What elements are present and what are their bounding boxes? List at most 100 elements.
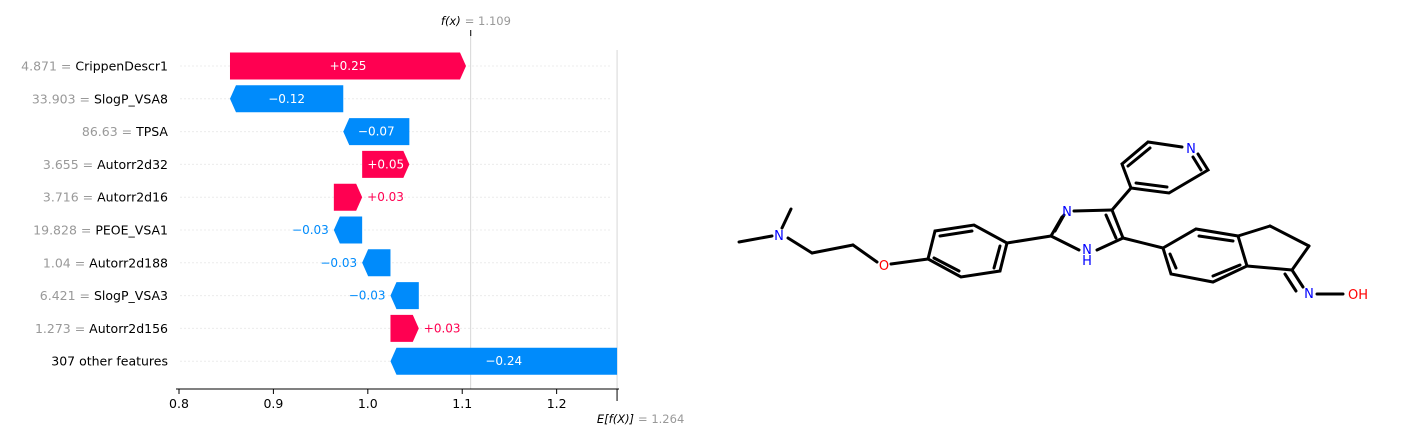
feature-name: TPSA: [135, 124, 168, 139]
contribution-label: +0.25: [330, 59, 367, 73]
feature-label: 4.871 = CrippenDescr1: [21, 59, 168, 74]
x-tick-label: 0.8: [169, 396, 189, 411]
negative-contribution-bar: [333, 216, 363, 244]
pyridine-ring: [1120, 140, 1211, 195]
bond: [737, 234, 774, 244]
fx-value: = 1.109: [465, 14, 511, 28]
bond: [1290, 268, 1305, 289]
shap-waterfall-chart: +0.25 −0.12 −0.07 +0.05 +0.03 −0.03 −0.03 −0.03…: [21, 14, 684, 426]
contribution-label: +0.05: [367, 157, 404, 171]
feature-name: Autorr2d156: [89, 321, 168, 336]
feature-label: 6.421 = SlogP_VSA3: [40, 288, 168, 303]
feature-name: SlogP_VSA8: [94, 91, 168, 106]
x-tick-label: 1.0: [358, 396, 378, 411]
positive-contribution-bar: [229, 52, 467, 80]
feature-label: 19.828 = PEOE_VSA1: [33, 223, 168, 238]
expected-label: E[f(X)]: [597, 412, 634, 426]
bond: [1053, 213, 1066, 233]
negative-contribution-bar: [343, 118, 410, 146]
negative-contribution-bar: [390, 282, 419, 310]
feature-label: 1.273 = Autorr2d156: [35, 321, 168, 336]
feature-value: 1.04 =: [43, 255, 89, 270]
feature-name: 307 other features: [51, 354, 168, 369]
feature-value: 86.63 =: [82, 124, 136, 139]
atom-label: OH: [1348, 288, 1368, 303]
bond: [1197, 234, 1235, 243]
negative-contribution-bar: [390, 347, 618, 375]
atom-label: N: [1062, 205, 1072, 220]
atom-label: N: [1082, 243, 1092, 258]
bond: [1049, 234, 1081, 252]
contribution-label: −0.24: [485, 354, 522, 368]
feature-labels: 4.871 = CrippenDescr1 33.903 = SlogP_VSA8…: [21, 59, 168, 369]
contribution-label: −0.12: [268, 92, 305, 106]
bond: [1134, 181, 1169, 189]
feature-value: 4.871 =: [21, 59, 75, 74]
fx-label: f(x): [441, 14, 461, 28]
feature-value: 19.828 =: [33, 223, 95, 238]
feature-name: Autorr2d16: [97, 190, 168, 205]
atom-label: N: [774, 229, 784, 244]
molecule-structure: N O N N H N N OH: [737, 140, 1368, 303]
bond: [1211, 263, 1242, 278]
bond: [810, 243, 855, 255]
expected-annotation: E[f(X)] = 1.264: [597, 389, 684, 426]
feature-label: 86.63 = TPSA: [82, 124, 169, 139]
bond: [786, 236, 814, 255]
bond: [1072, 208, 1114, 213]
negative-contribution-bar: [362, 249, 391, 277]
bond: [1236, 224, 1272, 238]
bond: [992, 244, 1002, 270]
feature-value: 6.421 =: [40, 288, 94, 303]
x-tick-label: 1.2: [547, 396, 567, 411]
feature-value: 33.903 =: [32, 91, 94, 106]
feature-label: 307 other features: [51, 354, 168, 369]
bond: [1110, 208, 1125, 240]
bond: [851, 243, 879, 264]
feature-label: 33.903 = SlogP_VSA8: [32, 91, 168, 106]
contribution-label: −0.03: [292, 223, 329, 237]
bond: [1290, 244, 1311, 272]
x-tick-label: 1.1: [452, 396, 472, 411]
contribution-label: +0.03: [424, 321, 461, 335]
bond: [1121, 236, 1165, 250]
bond: [938, 229, 974, 238]
x-tick-label: 0.9: [263, 396, 283, 411]
contribution-label: −0.03: [320, 256, 357, 270]
atom-label: H: [1082, 254, 1092, 269]
bond: [889, 257, 930, 266]
bond: [1245, 264, 1294, 272]
positive-contribution-bar: [333, 183, 363, 211]
bond: [1095, 236, 1125, 252]
feature-label: 3.716 = Autorr2d16: [43, 190, 168, 205]
feature-name: Autorr2d188: [89, 255, 168, 270]
bond: [1104, 213, 1118, 240]
feature-label: 3.655 = Autorr2d32: [43, 157, 168, 172]
bond: [1110, 186, 1133, 212]
bond: [780, 207, 793, 230]
bond: [1126, 146, 1152, 168]
bond: [1168, 252, 1178, 270]
positive-contribution-bar: [362, 150, 410, 178]
contribution-bars: +0.25 −0.12 −0.07 +0.05 +0.03 −0.03 −0.03 −0.03…: [229, 52, 618, 375]
feature-name: PEOE_VSA1: [95, 223, 168, 238]
feature-value: 1.273 =: [35, 321, 89, 336]
contribution-label: −0.03: [349, 289, 386, 303]
fx-annotation: f(x) = 1.109: [441, 14, 511, 36]
feature-name: Autorr2d32: [97, 157, 168, 172]
bond: [1268, 224, 1311, 248]
bond: [932, 256, 961, 273]
atom-label: N: [1186, 142, 1196, 157]
negative-contribution-bar: [229, 85, 344, 113]
feature-name: SlogP_VSA3: [94, 288, 168, 303]
positive-contribution-bar: [390, 314, 419, 342]
contribution-label: +0.03: [367, 190, 404, 204]
feature-value: 3.655 =: [43, 157, 97, 172]
expected-value: = 1.264: [638, 412, 684, 426]
bond: [1283, 272, 1298, 293]
bond: [1191, 155, 1203, 172]
feature-label: 1.04 = Autorr2d188: [43, 255, 168, 270]
x-axis: 0.8 0.9 1.0 1.1 1.2: [169, 388, 619, 411]
feature-name: CrippenDescr1: [75, 59, 168, 74]
contribution-label: −0.07: [358, 125, 395, 139]
